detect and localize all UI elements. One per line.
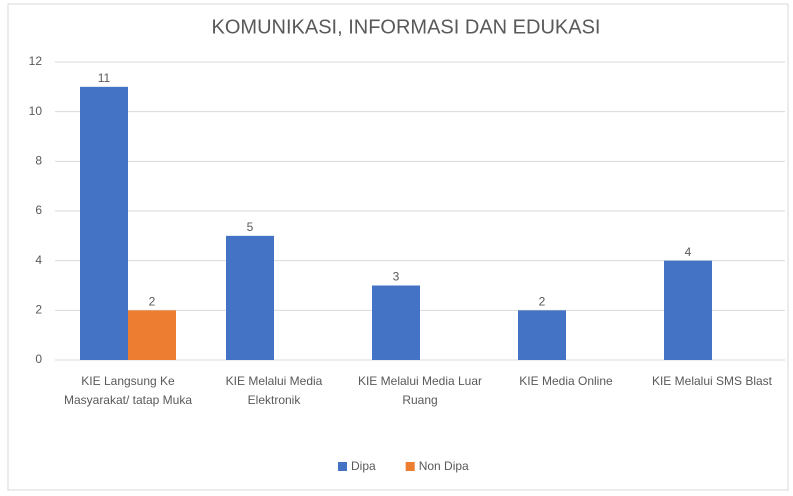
data-label: 4	[685, 245, 692, 259]
y-tick-label: 4	[35, 253, 42, 267]
bar	[372, 285, 420, 360]
legend-swatch	[338, 462, 347, 471]
y-tick-label: 2	[35, 303, 42, 317]
y-tick-label: 12	[29, 54, 43, 68]
data-label: 3	[393, 270, 400, 284]
bar	[664, 260, 712, 360]
y-tick-label: 0	[35, 352, 42, 366]
data-label: 5	[247, 220, 254, 234]
x-tick-label: KIE Langsung Ke Masyarakat/ tatap Muka	[63, 374, 193, 407]
chart-frame	[7, 3, 789, 491]
bar	[128, 310, 176, 360]
data-label: 2	[149, 295, 156, 309]
x-tick-label: KIE Media Online	[519, 374, 613, 388]
data-label: 2	[539, 295, 546, 309]
bar	[80, 86, 128, 360]
x-tick-label: KIE Melalui SMS Blast	[651, 374, 773, 388]
x-tick-label: KIE Melalui Media Elektronik	[225, 374, 323, 407]
legend-label: Non Dipa	[419, 459, 469, 473]
chart-title: KOMUNIKASI, INFORMASI DAN EDUKASI	[212, 16, 601, 38]
y-tick-label: 6	[35, 203, 42, 217]
bar	[518, 310, 566, 360]
bar	[226, 235, 274, 360]
y-tick-label: 8	[35, 154, 42, 168]
y-tick-label: 10	[29, 104, 43, 118]
legend-label: Dipa	[351, 459, 376, 473]
legend-swatch	[405, 462, 415, 471]
x-tick-label: KIE Melalui Media Luar Ruang	[357, 374, 483, 407]
data-label: 11	[98, 71, 111, 85]
